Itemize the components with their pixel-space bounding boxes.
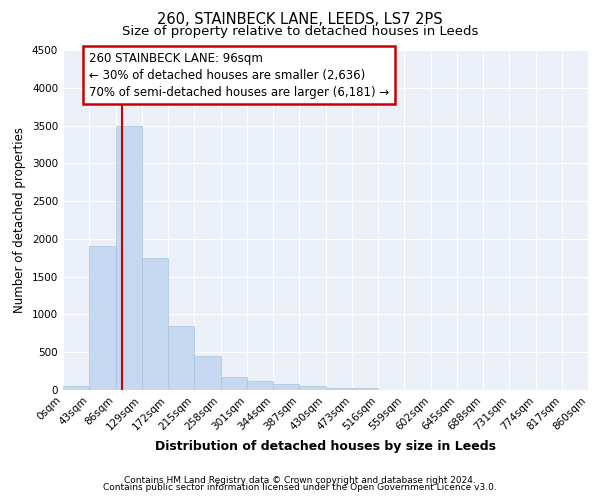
Bar (221, 377, 247, 390)
Text: Contains HM Land Registry data © Crown copyright and database right 2024.: Contains HM Land Registry data © Crown c… (124, 476, 476, 485)
Bar (299, 386, 325, 390)
Y-axis label: Number of detached properties: Number of detached properties (13, 127, 26, 313)
Bar (142, 258, 168, 390)
Text: Size of property relative to detached houses in Leeds: Size of property relative to detached ho… (122, 25, 478, 38)
Bar (89, 246, 115, 390)
Text: 260 STAINBECK LANE: 96sqm
← 30% of detached houses are smaller (2,636)
70% of se: 260 STAINBECK LANE: 96sqm ← 30% of detac… (89, 52, 389, 98)
Bar (194, 356, 221, 390)
Bar (352, 388, 378, 390)
X-axis label: Distribution of detached houses by size in Leeds: Distribution of detached houses by size … (155, 440, 496, 453)
Bar (325, 388, 352, 390)
Text: 260, STAINBECK LANE, LEEDS, LS7 2PS: 260, STAINBECK LANE, LEEDS, LS7 2PS (157, 12, 443, 28)
Text: Contains public sector information licensed under the Open Government Licence v3: Contains public sector information licen… (103, 484, 497, 492)
Bar (115, 126, 142, 390)
Bar (273, 384, 299, 390)
Bar (168, 326, 194, 390)
Bar (63, 386, 89, 390)
Bar (247, 380, 273, 390)
